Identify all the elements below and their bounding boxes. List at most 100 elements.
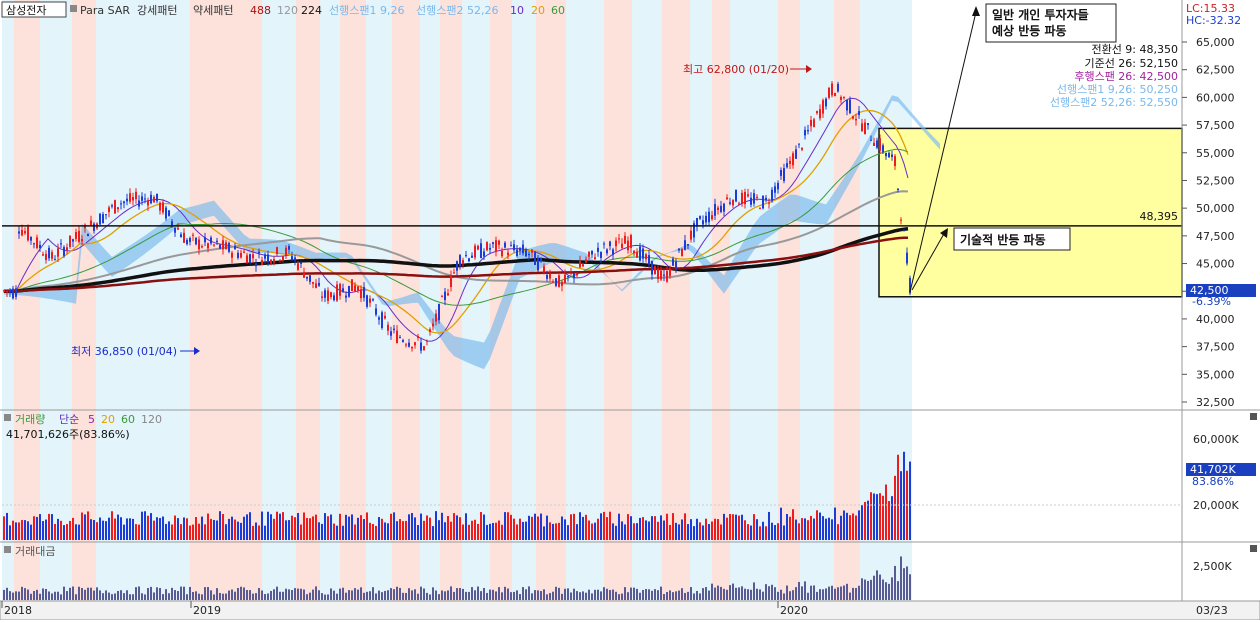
base-line-value: 기준선 26: 52,150 — [1084, 57, 1178, 70]
pattern-band-14 — [420, 0, 440, 602]
amount-bar — [675, 591, 677, 600]
amount-bar — [180, 586, 182, 600]
candle-body — [192, 234, 194, 236]
amount-bar — [615, 591, 617, 600]
amount-bar — [237, 588, 239, 600]
amount-bar — [849, 592, 851, 600]
volume-bar — [246, 514, 248, 540]
amount-bar — [3, 589, 5, 600]
candle-body — [486, 242, 488, 251]
y-tick-label: 60,000 — [1196, 91, 1235, 104]
candle-body — [237, 252, 239, 258]
volume-bar — [165, 523, 167, 540]
candle-body — [468, 258, 470, 262]
leading-span2-value: 선행스팬2 52,26: 52,550 — [1050, 96, 1178, 109]
volume-bar — [300, 524, 302, 540]
amount-bar — [873, 575, 875, 600]
candle-body — [342, 288, 344, 293]
amount-bar — [174, 590, 176, 600]
candle-body — [792, 153, 794, 166]
price-axis-ticks: 65,000 62,500 60,000 57,500 55,000 52,500 50,0… — [1182, 36, 1235, 409]
candle-body — [420, 342, 422, 351]
stock-name[interactable]: 삼성전자 — [6, 4, 46, 17]
volume-bar — [195, 517, 197, 540]
amount-bar — [402, 592, 404, 600]
amount-bar — [123, 593, 125, 600]
candle-body — [183, 232, 185, 243]
y-tick-label: 45,000 — [1196, 258, 1235, 271]
candle-body — [219, 244, 221, 249]
volume-bar — [819, 512, 821, 540]
candle-body — [687, 244, 689, 246]
amount-bar — [516, 590, 518, 600]
candle-body — [750, 197, 752, 205]
volume-bar — [372, 523, 374, 540]
candle-body — [87, 233, 89, 237]
volume-bar — [438, 520, 440, 540]
candle-body — [15, 288, 17, 297]
candle-body — [444, 291, 446, 301]
volume-bar — [312, 516, 314, 540]
volume-bar — [648, 521, 650, 540]
pattern-band-6 — [190, 0, 228, 602]
amount-bar — [363, 592, 365, 600]
volume-bar — [858, 510, 860, 540]
volume-bar — [864, 501, 866, 540]
candle-body — [186, 239, 188, 245]
volume-bar — [357, 517, 359, 540]
volume-bar — [633, 523, 635, 540]
amount-panel-close-icon[interactable] — [1250, 545, 1257, 552]
volume-bar — [318, 522, 320, 540]
volume-bar — [663, 520, 665, 540]
candle-body — [345, 295, 347, 298]
volume-bar — [849, 515, 851, 540]
volume-bar — [51, 514, 53, 540]
amount-bar — [618, 594, 620, 600]
amount-bar — [546, 594, 548, 600]
candle-body — [582, 264, 584, 267]
volume-bar — [618, 513, 620, 540]
volume-bar — [501, 524, 503, 540]
volume-panel-close-icon[interactable] — [1250, 413, 1257, 420]
candle-body — [672, 258, 674, 266]
amount-bar — [201, 594, 203, 600]
volume-bar — [558, 522, 560, 540]
stock-name-box[interactable] — [1, 1, 67, 18]
volume-bar — [717, 519, 719, 540]
volume-bar — [183, 517, 185, 540]
candle-body — [276, 247, 278, 255]
amount-bar — [747, 589, 749, 600]
y-tick-label: 52,500 — [1196, 174, 1235, 187]
candle-body — [588, 251, 590, 257]
candle-body — [732, 199, 734, 206]
volume-bar — [834, 507, 836, 540]
candle-body — [201, 246, 203, 248]
volume-bar — [510, 514, 512, 540]
span2-label: 선행스팬2 52,26 — [416, 4, 498, 17]
volume-bar — [774, 525, 776, 540]
volume-bar — [750, 525, 752, 540]
amount-bar — [378, 590, 380, 600]
candle-body — [546, 274, 548, 279]
candle-body — [867, 123, 869, 125]
candle-body — [645, 254, 647, 260]
volume-bar — [456, 515, 458, 540]
ma-488-line — [4, 236, 909, 293]
volume-bar — [861, 505, 863, 540]
volume-ma-1: 5 — [88, 413, 95, 426]
amount-bar — [597, 589, 599, 600]
candle-body — [864, 122, 866, 135]
volume-bar — [606, 517, 608, 540]
candle-body — [117, 207, 119, 210]
amount-bar — [762, 591, 764, 600]
candle-body — [894, 156, 896, 167]
candle-body — [603, 243, 605, 245]
volume-bar — [777, 523, 779, 540]
amount-bar — [519, 594, 521, 600]
amount-bar — [198, 593, 200, 600]
amount-bar — [9, 591, 11, 600]
amount-bar — [477, 586, 479, 600]
candle-body — [819, 109, 821, 119]
volume-bar — [105, 521, 107, 540]
